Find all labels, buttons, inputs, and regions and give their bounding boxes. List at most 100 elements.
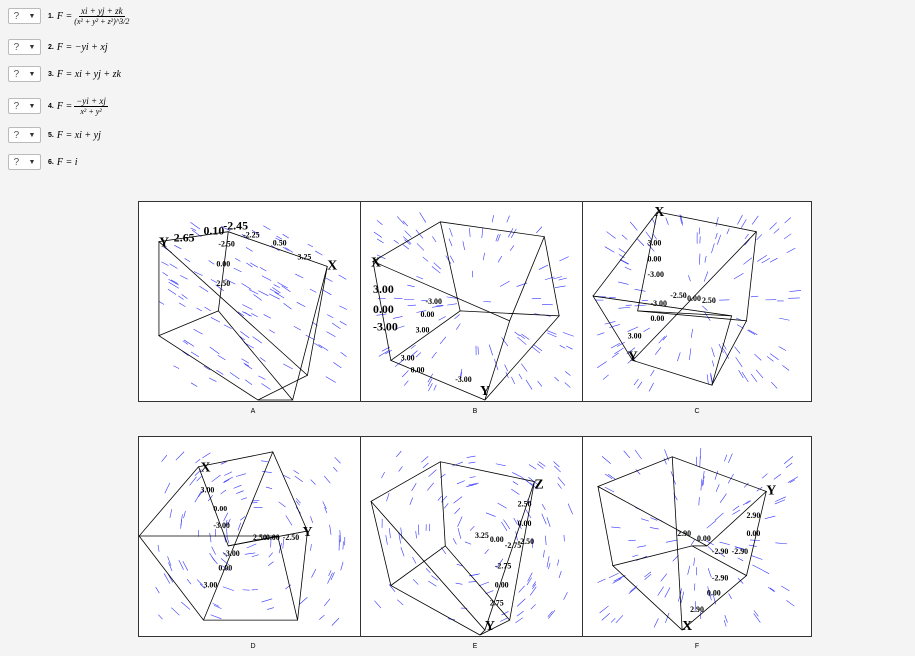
field-arrow (548, 562, 551, 570)
field-arrow (174, 245, 182, 250)
field-arrow (789, 479, 796, 483)
question-2: ? ▼ 2. F = −yi + xj (8, 38, 108, 56)
field-arrow (518, 585, 525, 593)
field-arrow (161, 261, 169, 266)
axis-tick-label: 2.50 (253, 533, 267, 542)
field-arrow (285, 584, 292, 590)
field-arrow (233, 484, 242, 489)
field-arrow (564, 382, 571, 388)
field-arrow (223, 476, 233, 483)
field-arrow (466, 455, 476, 458)
field-arrow (558, 277, 567, 281)
field-arrow (700, 478, 703, 491)
field-arrow (265, 486, 273, 489)
answer-select-5[interactable]: ? ▼ (8, 127, 41, 143)
field-arrow (546, 517, 551, 528)
field-arrow (485, 512, 496, 517)
field-arrow (627, 356, 635, 364)
field-arrow (637, 238, 645, 246)
axis-tick-label: -3.00 (647, 270, 664, 279)
field-arrow (457, 516, 463, 527)
field-arrow (618, 281, 629, 285)
answer-select-1[interactable]: ? ▼ (8, 8, 41, 24)
field-arrow (158, 614, 163, 620)
axis-tick-label: 3.25 (298, 252, 312, 261)
cube-edge (138, 466, 199, 537)
field-arrow (274, 292, 285, 299)
triangle-down-icon: ▼ (28, 43, 36, 51)
axis-tick-label: -3.00 (223, 549, 240, 558)
field-arrow (258, 375, 266, 380)
field-arrow (612, 578, 622, 584)
field-arrow (394, 359, 404, 367)
field-arrow (604, 246, 615, 253)
answer-select-4[interactable]: ? ▼ (8, 98, 41, 114)
field-arrow (398, 466, 403, 472)
field-arrow (181, 294, 188, 299)
field-arrow (709, 591, 712, 601)
field-arrow (295, 500, 300, 506)
field-arrow (438, 316, 446, 321)
field-arrow (402, 244, 410, 250)
field-arrow (454, 314, 460, 320)
axis-tick-label: -3.00 (213, 521, 230, 530)
field-arrow (213, 605, 222, 609)
field-arrow (235, 473, 246, 477)
cube-edge (439, 221, 461, 311)
question-3: ? ▼ 3. F = xi + yj + zk (8, 65, 121, 83)
field-arrow (161, 454, 168, 462)
cube-edge (228, 535, 278, 547)
field-arrow (781, 585, 790, 592)
field-arrow (495, 463, 506, 467)
field-arrow (564, 371, 571, 376)
field-arrow (376, 313, 387, 316)
answer-select-2[interactable]: ? ▼ (8, 39, 41, 55)
field-arrow (328, 570, 332, 577)
field-arrow (241, 497, 247, 500)
field-arrow (180, 275, 188, 280)
field-arrow (428, 580, 437, 587)
field-arrow (743, 257, 753, 265)
field-arrow (164, 482, 171, 494)
cube-edge (711, 320, 747, 386)
field-arrow (619, 258, 629, 265)
field-arrow (396, 216, 405, 225)
field-arrow (643, 327, 650, 332)
vector-field-plot-f: Y 2.90 0.00 -2.90 2.90 0.00 -2.90 X -2.90 0.00 2.9… (582, 436, 812, 637)
field-arrow (222, 586, 234, 591)
field-arrow (244, 552, 256, 555)
field-arrow (723, 619, 727, 627)
answer-select-6[interactable]: ? ▼ (8, 154, 41, 170)
axis-tick-label: 3.00 (401, 353, 415, 362)
field-arrow (737, 214, 743, 225)
formula-numerator: −yi + xj (74, 96, 108, 107)
field-arrow (310, 544, 312, 551)
axis-tick-label: 0.00 (687, 294, 701, 303)
field-arrow (245, 379, 253, 385)
field-arrow (243, 362, 250, 367)
plot-label-a: A (250, 408, 256, 415)
field-arrow (251, 313, 258, 318)
field-arrow (750, 373, 758, 383)
axis-tick-label: 2.50 (702, 296, 716, 305)
field-arrow (196, 579, 203, 586)
select-value: ? (13, 156, 20, 168)
field-arrow (627, 326, 639, 332)
axis-tick-label: -2.90 (712, 574, 729, 583)
answer-select-3[interactable]: ? ▼ (8, 66, 41, 82)
field-arrow (610, 618, 616, 623)
field-arrow (338, 274, 347, 280)
axis-tick-label: Y (303, 524, 313, 539)
field-arrow (543, 550, 545, 558)
field-arrow (456, 480, 465, 485)
field-arrow (299, 597, 308, 605)
field-arrow (323, 475, 331, 484)
field-arrow (732, 505, 740, 511)
field-arrow (268, 293, 280, 300)
field-arrow (495, 234, 499, 242)
axis-tick-label: -3.00 (650, 299, 667, 308)
field-arrow (516, 519, 522, 529)
field-arrow (787, 476, 799, 483)
field-arrow (186, 579, 192, 585)
field-arrow (637, 381, 643, 389)
